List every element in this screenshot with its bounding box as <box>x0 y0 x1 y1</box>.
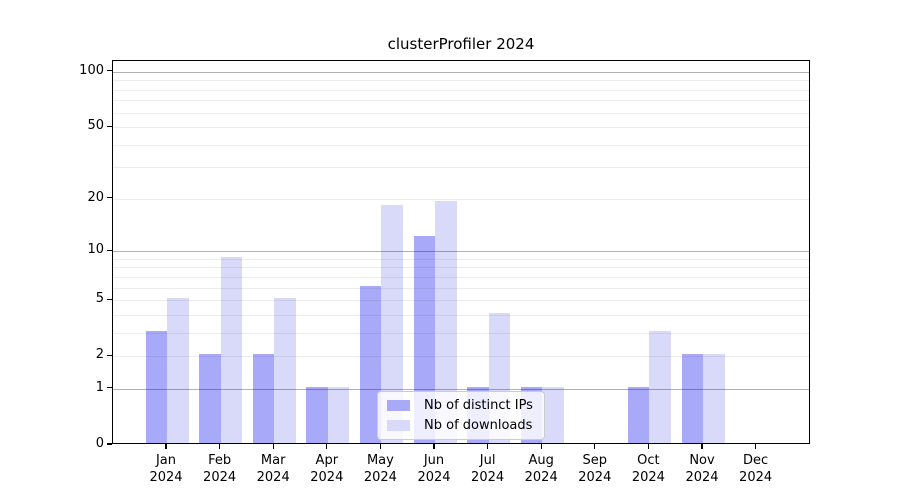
y-tick-label-2: 2 <box>95 347 104 363</box>
bar-downloads-aug <box>542 386 564 443</box>
x-tick-label-jun: Jun 2024 <box>417 453 451 485</box>
legend-item-downloads: Nb of downloads <box>387 417 533 434</box>
bar-downloads-apr <box>327 386 350 443</box>
gridline-5 <box>113 300 809 302</box>
legend: Nb of distinct IPs Nb of downloads <box>377 391 545 440</box>
y-tick-label-10: 10 <box>87 242 104 258</box>
x-tick-label-dec: Dec 2024 <box>739 453 773 485</box>
gridline-6 <box>113 287 809 289</box>
x-tick-label-mar: Mar 2024 <box>256 453 290 485</box>
x-tick-label-jan: Jan 2024 <box>149 453 183 485</box>
gridline-30 <box>113 167 809 169</box>
bar-ips-may <box>359 285 382 443</box>
bar-downloads-nov <box>703 354 725 443</box>
y-tick-mark <box>107 70 112 72</box>
x-tick-label-apr: Apr 2024 <box>310 453 344 485</box>
x-tick-mark <box>165 444 167 449</box>
x-tick-mark <box>755 444 757 449</box>
x-tick-label-may: May 2024 <box>363 453 397 485</box>
gridline-40 <box>113 144 809 146</box>
y-tick-label-50: 50 <box>87 118 104 134</box>
gridline-50 <box>113 127 809 129</box>
legend-label-downloads: Nb of downloads <box>424 418 533 433</box>
x-tick-mark <box>701 444 703 449</box>
bar-downloads-mar <box>274 298 296 443</box>
grid-layer <box>113 61 809 443</box>
gridline-9 <box>113 258 809 260</box>
legend-swatch-downloads <box>387 420 410 431</box>
x-tick-mark <box>433 444 435 449</box>
y-tick-mark <box>107 443 112 445</box>
y-tick-mark <box>107 197 112 199</box>
gridline-3 <box>113 332 809 334</box>
gridline-8 <box>113 267 809 269</box>
bar-downloads-may <box>381 204 403 443</box>
x-tick-label-oct: Oct 2024 <box>631 453 665 485</box>
y-tick-mark <box>107 298 112 300</box>
legend-label-distinct-ips: Nb of distinct IPs <box>424 398 533 413</box>
y-tick-label-20: 20 <box>87 189 104 205</box>
gridline-100 <box>113 71 809 73</box>
x-tick-mark <box>647 444 649 449</box>
bar-ips-nov <box>681 354 703 443</box>
gridline-2 <box>113 356 809 358</box>
gridline-20 <box>113 198 809 200</box>
bar-ips-oct <box>627 386 650 443</box>
x-tick-mark <box>272 444 274 449</box>
plot-area <box>112 60 810 444</box>
legend-item-distinct-ips: Nb of distinct IPs <box>387 397 533 414</box>
x-tick-mark <box>326 444 328 449</box>
bar-ips-feb <box>199 354 221 443</box>
gridline-80 <box>113 89 809 91</box>
gridline-4 <box>113 314 809 316</box>
gridline-60 <box>113 112 809 114</box>
x-tick-mark <box>379 444 381 449</box>
y-tick-mark <box>107 354 112 356</box>
chart-title: clusterProfiler 2024 <box>387 35 535 53</box>
x-tick-label-aug: Aug 2024 <box>524 453 558 485</box>
bar-ips-apr <box>306 386 328 443</box>
y-tick-mark <box>107 125 112 127</box>
x-tick-label-nov: Nov 2024 <box>685 453 719 485</box>
gridline-7 <box>113 276 809 278</box>
x-tick-mark <box>540 444 542 449</box>
bar-downloads-oct <box>649 330 671 443</box>
y-tick-label-1: 1 <box>95 379 104 395</box>
y-tick-mark <box>107 249 112 251</box>
gridline-70 <box>113 100 809 102</box>
y-tick-label-0: 0 <box>95 436 104 451</box>
x-tick-mark <box>219 444 221 449</box>
x-tick-label-jul: Jul 2024 <box>471 453 505 485</box>
x-tick-label-sep: Sep 2024 <box>578 453 612 485</box>
bar-ips-mar <box>252 354 275 443</box>
legend-swatch-distinct-ips <box>387 400 410 411</box>
x-tick-label-feb: Feb 2024 <box>203 453 237 485</box>
gridline-90 <box>113 80 809 82</box>
y-tick-label-100: 100 <box>79 62 104 78</box>
bar-downloads-jan <box>167 298 189 443</box>
bar-downloads-feb <box>220 256 243 443</box>
bar-ips-jan <box>145 330 167 443</box>
y-tick-mark <box>107 387 112 389</box>
x-tick-mark <box>487 444 489 449</box>
gridline-1 <box>113 388 809 390</box>
bar-downloads-jun <box>435 200 457 443</box>
x-tick-mark <box>594 444 596 449</box>
gridline-10 <box>113 251 809 253</box>
y-tick-label-5: 5 <box>95 291 104 307</box>
